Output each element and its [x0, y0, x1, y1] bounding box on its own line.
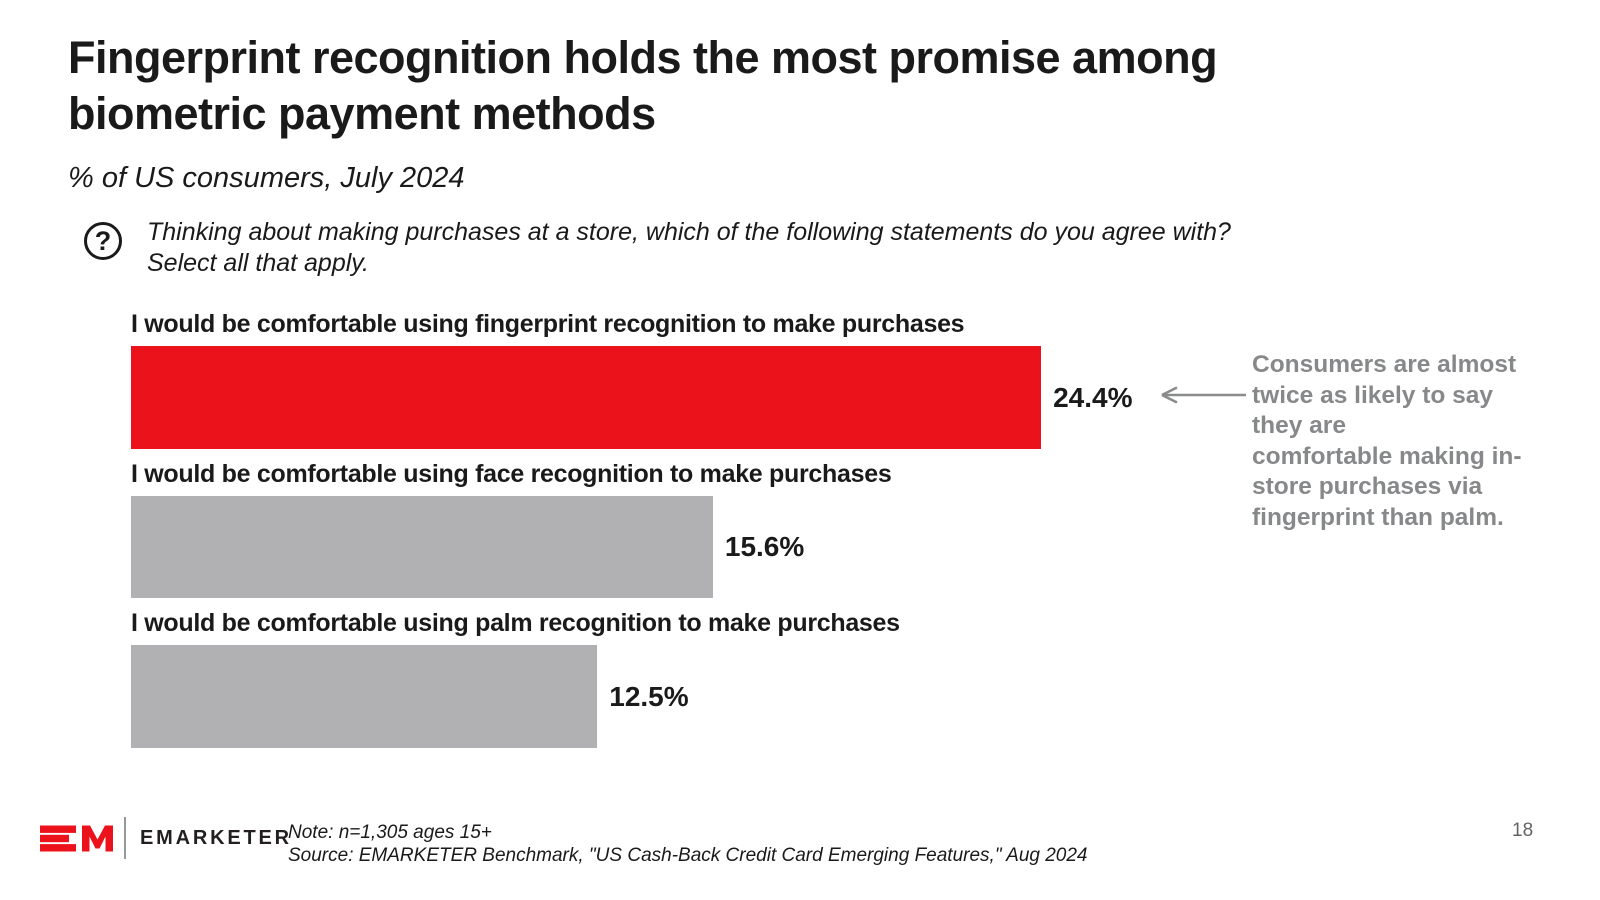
bar-label-face: I would be comfortable using face recogn…	[131, 460, 892, 488]
bar-face	[131, 496, 713, 598]
page-subtitle: % of US consumers, July 2024	[68, 162, 465, 194]
note-text: Note: n=1,305 ages 15+	[288, 822, 492, 843]
source-text: Source: EMARKETER Benchmark, "US Cash-Ba…	[288, 845, 1088, 866]
question-mark-icon: ?	[84, 222, 122, 260]
logo-divider	[124, 817, 126, 859]
bar-value-palm: 12.5%	[609, 680, 689, 712]
bar-label-fingerprint: I would be comfortable using fingerprint…	[131, 310, 965, 338]
bar-fingerprint	[131, 346, 1042, 449]
survey-question-text: Thinking about making purchases at a sto…	[147, 218, 1231, 277]
bar-value-fingerprint: 24.4%	[1053, 381, 1133, 413]
emarketer-logo: EMARKETER	[40, 816, 292, 860]
em-monogram-icon	[40, 825, 113, 851]
bar-label-palm: I would be comfortable using palm recogn…	[131, 609, 900, 637]
left-arrow-icon	[1161, 386, 1246, 404]
bar-row-fingerprint: 24.4%	[131, 346, 1133, 449]
bar-row-face: 15.6%	[131, 496, 804, 598]
page-title: Fingerprint recognition holds the most p…	[68, 32, 1218, 139]
bar-value-face: 15.6%	[724, 531, 805, 562]
bar-row-palm: 12.5%	[131, 645, 689, 748]
page-number: 18	[1512, 820, 1534, 841]
bar-palm	[131, 645, 598, 748]
footnotes: Note: n=1,305 ages 15+ Source: EMARKETER…	[288, 821, 1088, 867]
annotation-text: Consumers are almost twice as likely to …	[1252, 351, 1522, 531]
logo-wordmark: EMARKETER	[140, 826, 292, 849]
